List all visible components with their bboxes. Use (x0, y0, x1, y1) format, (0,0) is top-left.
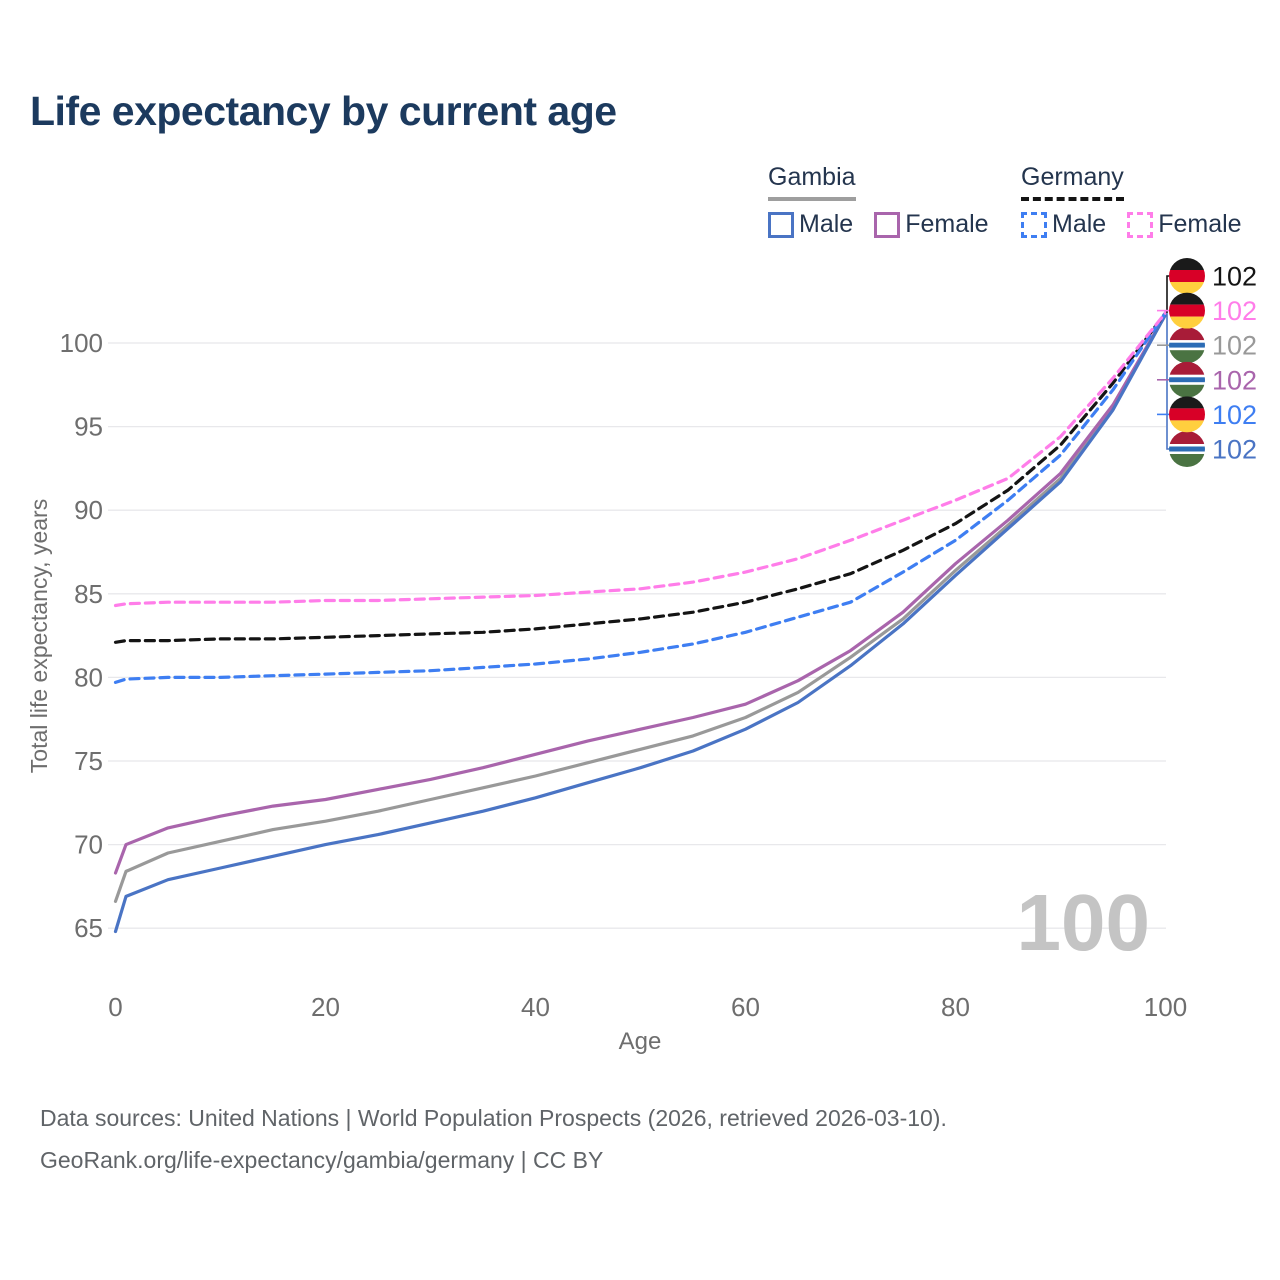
page-title: Life expectancy by current age (30, 88, 617, 134)
y-tick-label: 65 (74, 913, 103, 943)
end-value-label[interactable]: 102 (1212, 400, 1257, 430)
legend-item-label: Female (905, 210, 989, 238)
legend-swatch-icon (1127, 211, 1154, 238)
label-connector (1166, 313, 1169, 450)
x-tick-label: 80 (941, 992, 970, 1022)
end-value-label[interactable]: 102 (1212, 331, 1257, 361)
germany-flag-icon (1169, 258, 1205, 294)
legend-item-label: Female (1158, 210, 1242, 238)
end-value-label[interactable]: 102 (1212, 296, 1257, 326)
legend-item-gambia-female[interactable]: Female (874, 210, 989, 239)
series-line-germany-female[interactable] (113, 311, 1168, 608)
legend-item-gambia-male[interactable]: Male (768, 210, 853, 239)
x-tick-label: 20 (311, 992, 340, 1022)
legend-item-label: Male (1052, 210, 1107, 238)
x-axis-title: Age (619, 1028, 662, 1055)
y-tick-label: 100 (60, 328, 103, 358)
series-line-gambia-male[interactable] (113, 313, 1168, 934)
x-tick-label: 0 (108, 992, 122, 1022)
legend-country-label[interactable]: Gambia (768, 163, 856, 201)
legend-swatch-icon (1021, 211, 1047, 238)
attribution-text: GeoRank.org/life-expectancy/gambia/germa… (40, 1147, 604, 1174)
legend-item-germany-female[interactable]: Female (1127, 210, 1242, 239)
gambia-flag-icon (1169, 431, 1205, 467)
gambia-flag-icon (1169, 327, 1205, 364)
end-value-label[interactable]: 102 (1212, 435, 1257, 465)
gambia-flag-icon (1169, 361, 1205, 398)
x-tick-label: 40 (521, 992, 550, 1022)
series-line-gambia-female[interactable] (113, 313, 1168, 875)
series-line-germany-male[interactable] (113, 311, 1168, 685)
series-line-gambia-both-sexes[interactable] (113, 313, 1168, 904)
germany-flag-icon (1169, 396, 1205, 433)
source-footer: Data sources: United Nations | World Pop… (40, 1105, 947, 1191)
y-tick-label: 95 (74, 412, 103, 442)
y-tick-label: 75 (74, 746, 103, 776)
y-tick-label: 70 (74, 830, 103, 860)
data-sources-text: Data sources: United Nations | World Pop… (40, 1105, 947, 1131)
y-tick-label: 85 (74, 579, 103, 609)
legend-group-gambia: Gambia Male Female (768, 163, 1010, 239)
legend-country-label[interactable]: Germany (1021, 163, 1124, 201)
legend-swatch-icon (874, 211, 901, 238)
y-tick-label: 90 (74, 495, 103, 525)
legend-item-germany-male[interactable]: Male (1021, 210, 1106, 239)
legend-group-germany: Germany Male Female (1021, 163, 1263, 239)
legend-item-label: Male (799, 210, 854, 238)
x-tick-label: 100 (1144, 992, 1187, 1022)
end-value-label[interactable]: 102 (1212, 262, 1257, 292)
y-tick-label: 80 (74, 662, 103, 692)
y-axis-title: Total life expectancy, years (26, 499, 52, 773)
age-watermark: 100 (1017, 878, 1150, 967)
germany-flag-icon (1169, 292, 1205, 329)
series-line-germany-both-sexes[interactable] (113, 311, 1168, 644)
label-connector (1166, 275, 1169, 313)
legend-swatch-icon (768, 211, 794, 238)
end-value-label[interactable]: 102 (1212, 365, 1257, 395)
x-tick-label: 60 (731, 992, 760, 1022)
